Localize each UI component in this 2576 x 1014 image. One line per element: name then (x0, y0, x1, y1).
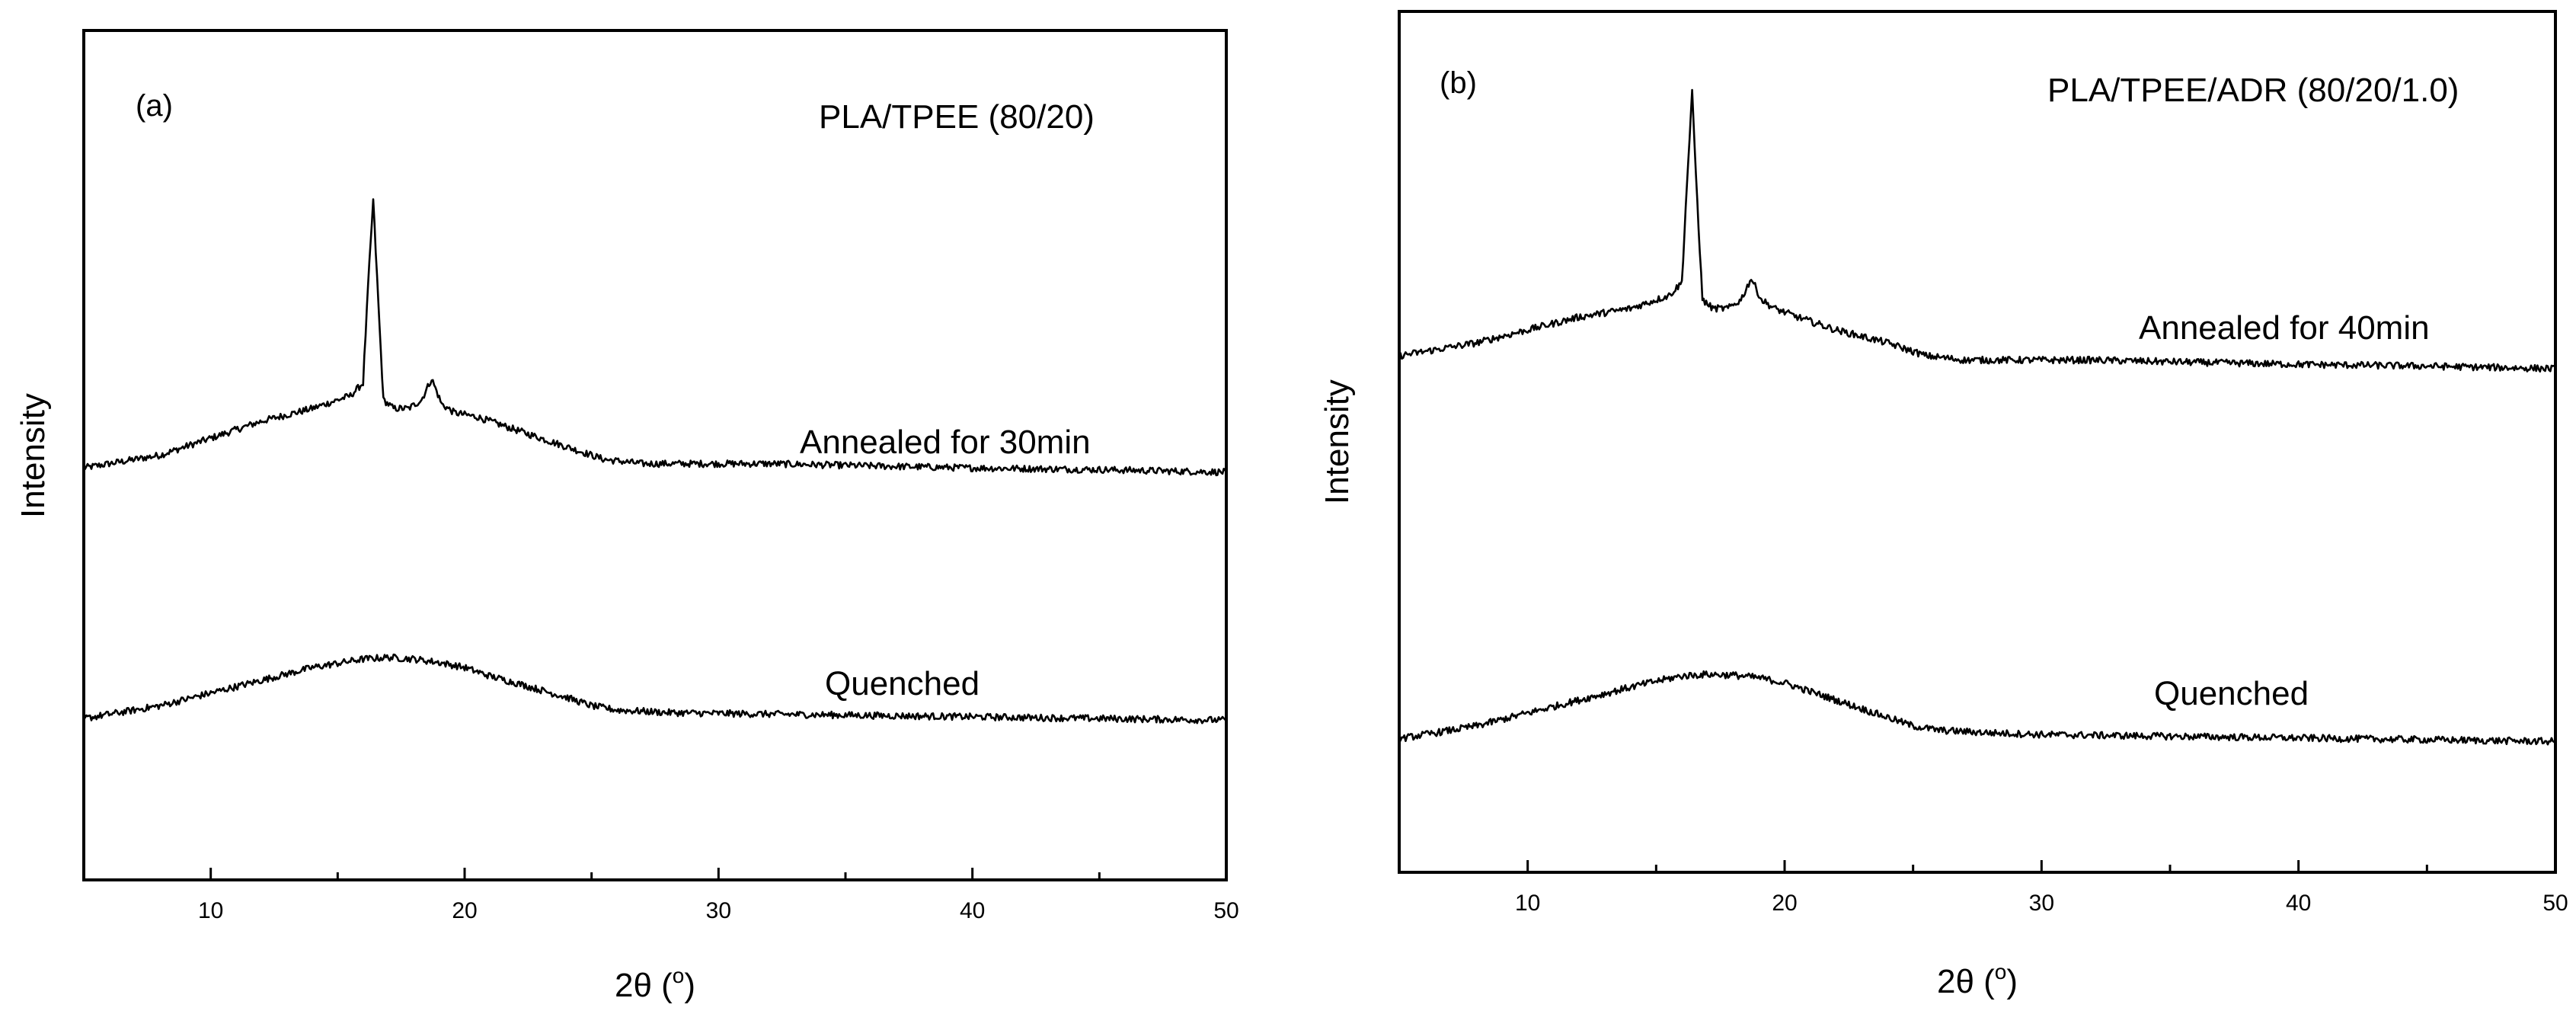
panel-b-x-axis-title: 2θ (o) (1937, 960, 2018, 1000)
panel-a-x-axis-title: 2θ (o) (615, 964, 695, 1004)
panel-a-x-axis-title-sup: o (673, 964, 685, 987)
panel-b-title: PLA/TPEE/ADR (80/20/1.0) (2047, 72, 2459, 109)
panel-b-x-axis-title-main: 2θ ( (1937, 963, 1995, 1000)
panel-b-chart: 10 20 30 40 50 (b) PLA/TPEE/ADR (80/20/1.0) … (1318, 10, 2568, 1000)
panel-b-series-line-annealed (1398, 88, 2556, 373)
panel-b-x-tick-label-50: 50 (2542, 891, 2568, 916)
panel-a-x-tick-label-40: 40 (960, 898, 985, 923)
panel-a-y-axis-title: Intensity (14, 393, 52, 518)
panel-b-plot-frame (1398, 10, 2557, 874)
panel-b-series-label-annealed: Annealed for 40min (2139, 309, 2430, 347)
panel-b-y-axis-title: Intensity (1318, 379, 1356, 504)
panel-b-x-tick-label-10: 10 (1515, 891, 1540, 916)
panel-a-series-line-annealed (82, 198, 1227, 477)
panel-a-x-tick-label-10: 10 (198, 898, 223, 923)
panel-b-x-ticks: 10 20 30 40 50 (1398, 860, 2568, 916)
panel-a-x-axis-title-end: ) (684, 967, 695, 1004)
panel-a-series-line-quenched (82, 653, 1228, 725)
panel-a-plot-frame (82, 29, 1228, 881)
panel-b-series (1398, 88, 2557, 746)
panel-b-x-tick-label-40: 40 (2286, 891, 2311, 916)
panel-a-x-tick-label-20: 20 (452, 898, 477, 923)
panel-a-x-ticks: 10 20 30 40 50 (82, 868, 1239, 923)
panel-a-series-label-quenched: Quenched (825, 665, 980, 702)
panel-a-chart: 10 20 30 40 50 (a) PLA/TPEE (80/20) Annealed… (14, 29, 1239, 1004)
panel-a-series-label-annealed: Annealed for 30min (800, 424, 1091, 461)
panel-b-series-line-quenched (1398, 670, 2557, 746)
panel-b-label: (b) (1440, 66, 1477, 100)
panel-b-x-tick-label-20: 20 (1772, 891, 1797, 916)
panel-b-x-axis-title-end: ) (2006, 963, 2018, 1000)
panel-b-x-axis-title-sup: o (1995, 960, 2007, 984)
panel-a-x-tick-label-50: 50 (1213, 898, 1238, 923)
panel-a-label: (a) (136, 89, 173, 123)
panel-b-x-tick-label-30: 30 (2029, 891, 2054, 916)
panel-b-series-label-quenched: Quenched (2154, 675, 2309, 712)
panel-a-title: PLA/TPEE (80/20) (819, 98, 1095, 136)
panel-a-x-tick-label-30: 30 (706, 898, 731, 923)
panel-a-x-axis-title-main: 2θ ( (615, 967, 673, 1004)
panel-a-series (82, 198, 1228, 725)
